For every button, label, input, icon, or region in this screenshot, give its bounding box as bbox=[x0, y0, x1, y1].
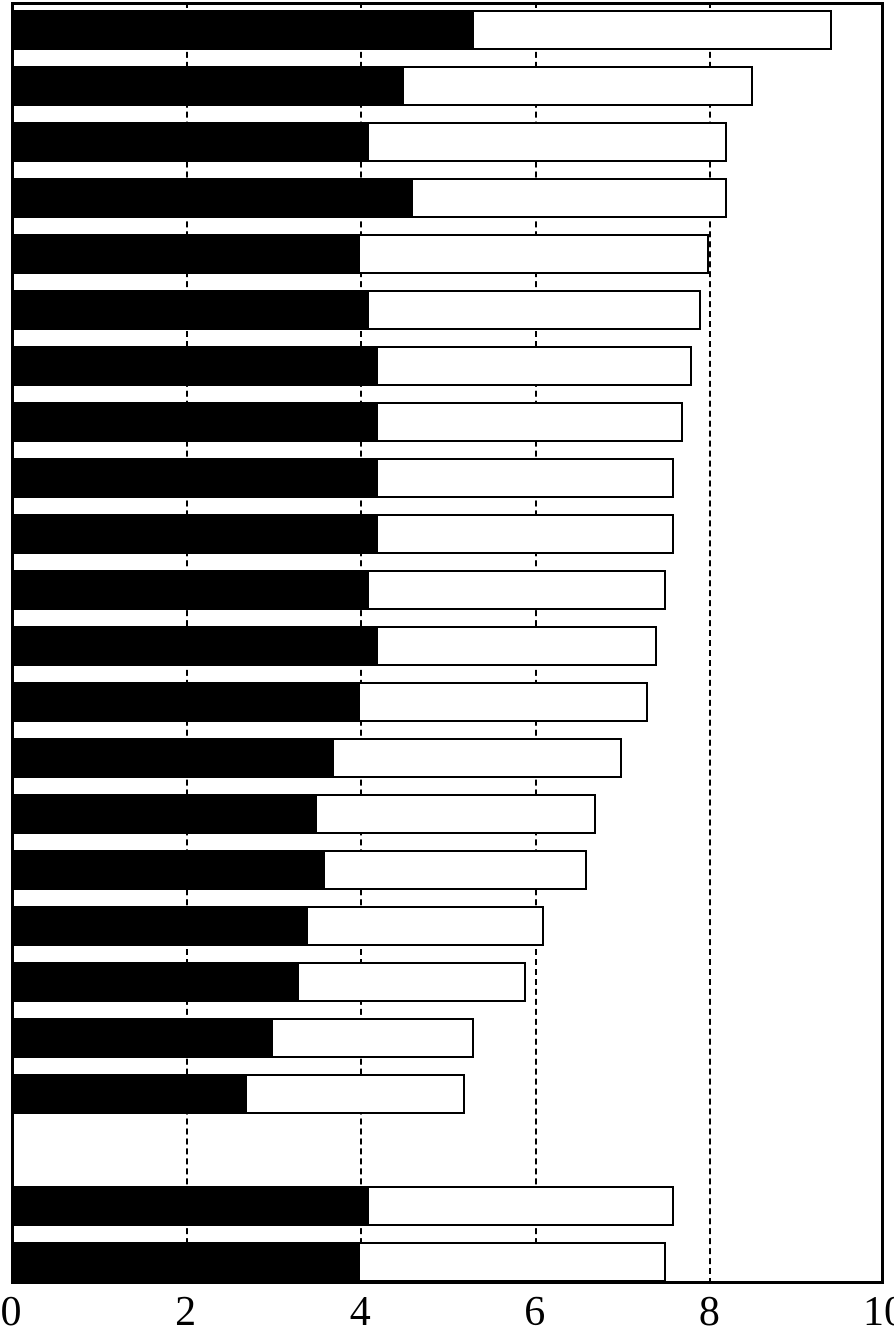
bar-filled bbox=[11, 123, 369, 161]
bar-filled bbox=[11, 571, 369, 609]
x-tick-label: 6 bbox=[524, 1288, 545, 1336]
bar-filled bbox=[11, 459, 378, 497]
bar-filled bbox=[11, 739, 334, 777]
bar-filled bbox=[11, 627, 378, 665]
bar-filled bbox=[11, 683, 360, 721]
bar-filled bbox=[11, 515, 378, 553]
bar-filled bbox=[11, 1187, 369, 1225]
bar-filled bbox=[11, 347, 378, 385]
x-tick-label: 0 bbox=[1, 1288, 22, 1336]
bar-filled bbox=[11, 291, 369, 329]
plot-frame bbox=[881, 2, 884, 1284]
bar-filled bbox=[11, 11, 474, 49]
horizontal-stacked-bar-chart: 0 2 4 6 8 10 bbox=[0, 0, 894, 1338]
plot-frame bbox=[11, 2, 14, 1284]
plot-area bbox=[11, 2, 884, 1284]
x-tick-label: 10 bbox=[863, 1288, 894, 1336]
bar-filled bbox=[11, 403, 378, 441]
bar-filled bbox=[11, 67, 404, 105]
bar-filled bbox=[11, 1019, 273, 1057]
x-tick-label: 2 bbox=[175, 1288, 196, 1336]
bar-filled bbox=[11, 851, 325, 889]
x-tick-label: 8 bbox=[699, 1288, 720, 1336]
plot-frame bbox=[11, 1281, 884, 1284]
bar-filled bbox=[11, 179, 413, 217]
plot-frame bbox=[11, 2, 884, 5]
bar-filled bbox=[11, 1243, 360, 1281]
bar-filled bbox=[11, 235, 360, 273]
bar-filled bbox=[11, 1075, 247, 1113]
x-tick-label: 4 bbox=[350, 1288, 371, 1336]
bar-filled bbox=[11, 795, 317, 833]
bar-filled bbox=[11, 963, 299, 1001]
bar-filled bbox=[11, 907, 308, 945]
